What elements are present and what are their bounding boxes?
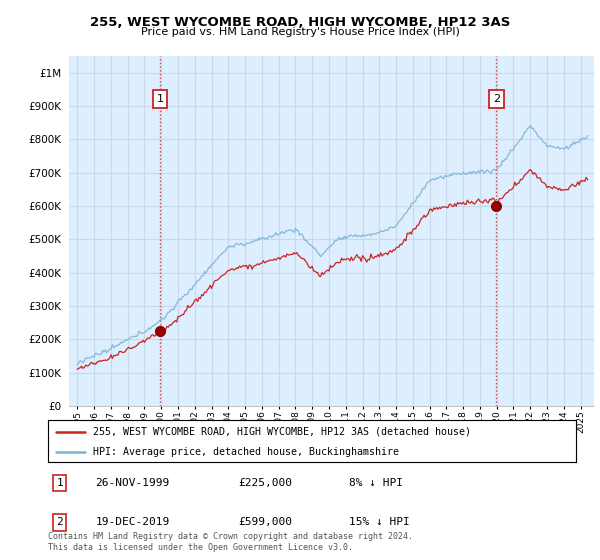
Text: 2: 2 [56,517,63,527]
Text: £225,000: £225,000 [238,478,292,488]
Text: HPI: Average price, detached house, Buckinghamshire: HPI: Average price, detached house, Buck… [93,447,399,457]
Text: 1: 1 [56,478,63,488]
Text: 255, WEST WYCOMBE ROAD, HIGH WYCOMBE, HP12 3AS (detached house): 255, WEST WYCOMBE ROAD, HIGH WYCOMBE, HP… [93,427,471,437]
Text: 15% ↓ HPI: 15% ↓ HPI [349,517,410,527]
Text: 1: 1 [157,94,163,104]
Text: £599,000: £599,000 [238,517,292,527]
Text: 255, WEST WYCOMBE ROAD, HIGH WYCOMBE, HP12 3AS: 255, WEST WYCOMBE ROAD, HIGH WYCOMBE, HP… [90,16,510,29]
Text: 19-DEC-2019: 19-DEC-2019 [95,517,170,527]
Text: 8% ↓ HPI: 8% ↓ HPI [349,478,403,488]
Text: Contains HM Land Registry data © Crown copyright and database right 2024.
This d: Contains HM Land Registry data © Crown c… [48,532,413,552]
Text: 26-NOV-1999: 26-NOV-1999 [95,478,170,488]
Text: 2: 2 [493,94,500,104]
Text: Price paid vs. HM Land Registry's House Price Index (HPI): Price paid vs. HM Land Registry's House … [140,27,460,37]
